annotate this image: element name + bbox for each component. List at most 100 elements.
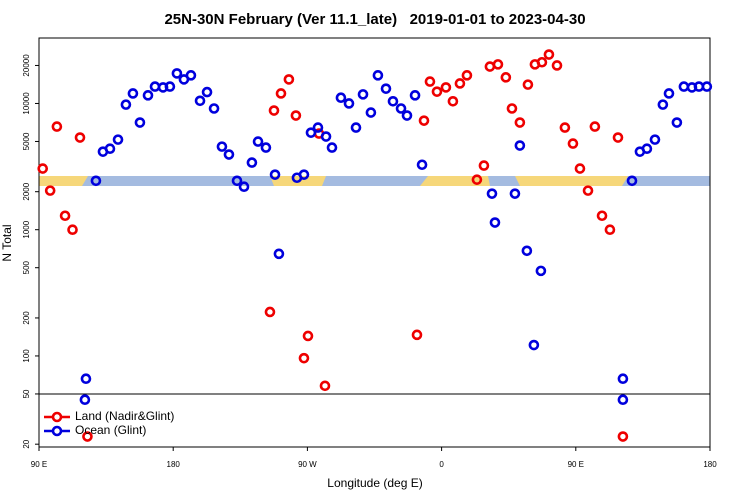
point [305, 127, 317, 138]
point [514, 140, 526, 151]
point [424, 76, 436, 87]
point [201, 86, 213, 98]
point [582, 185, 594, 196]
point [260, 142, 272, 153]
point [701, 81, 713, 92]
point [395, 103, 407, 114]
point [298, 169, 310, 180]
x-tick-label: 0 [439, 460, 444, 469]
point [671, 117, 683, 128]
point [231, 175, 243, 187]
point [486, 188, 498, 199]
point [461, 70, 473, 81]
point [596, 210, 608, 222]
y-tick-label: 5000 [22, 132, 31, 150]
point [431, 86, 443, 97]
point [252, 136, 264, 147]
point [319, 380, 331, 392]
point [663, 88, 675, 99]
point [551, 60, 563, 71]
point [216, 141, 228, 152]
point [440, 82, 452, 93]
point [559, 122, 571, 133]
point [185, 70, 197, 81]
point [447, 96, 459, 107]
y-tick-label: 100 [22, 349, 31, 363]
y-tick-label: 500 [22, 260, 31, 274]
point [617, 431, 629, 442]
point [401, 110, 413, 121]
legend-marker [51, 425, 63, 437]
point [298, 352, 310, 364]
x-axis-label: Longitude (deg E) [327, 476, 422, 490]
point [302, 330, 314, 342]
point [238, 181, 250, 193]
point [678, 81, 690, 92]
point [528, 339, 540, 351]
point [365, 107, 377, 118]
point [194, 95, 206, 107]
point [149, 81, 161, 92]
point [269, 169, 281, 180]
point [273, 248, 285, 260]
point [387, 96, 399, 107]
point [44, 185, 56, 196]
point [90, 175, 102, 187]
point [82, 431, 93, 442]
point [574, 163, 586, 174]
point [543, 49, 555, 60]
point [380, 83, 392, 94]
point [264, 306, 276, 318]
point [51, 121, 63, 132]
point [641, 143, 653, 155]
point [59, 210, 71, 222]
point [246, 157, 258, 168]
point [478, 160, 490, 171]
point [626, 175, 638, 187]
legend-marker [51, 411, 63, 423]
point [350, 122, 362, 133]
point [290, 110, 302, 121]
point [521, 245, 533, 257]
point [343, 98, 355, 109]
point [312, 122, 324, 133]
x-tick-label: 180 [167, 460, 181, 469]
y-axis-label: N Total [0, 224, 14, 261]
y-tick-label: 20 [22, 439, 31, 448]
point [589, 121, 601, 132]
point [335, 92, 347, 104]
legend-label: Ocean (Glint) [75, 423, 146, 437]
y-tick-label: 1000 [22, 220, 31, 238]
point [506, 103, 518, 114]
ocean-band [39, 176, 710, 186]
plot-frame [38, 37, 711, 448]
point [411, 329, 423, 341]
point [372, 70, 384, 81]
point [37, 163, 49, 174]
point [409, 90, 421, 101]
point [208, 103, 220, 114]
point [79, 394, 91, 406]
point [320, 131, 332, 142]
point [604, 224, 616, 236]
point [268, 105, 280, 116]
y-tick-label: 50 [22, 389, 31, 398]
x-tick-label: 180 [703, 460, 717, 469]
y-tick-label: 200 [22, 311, 31, 325]
point [492, 59, 504, 70]
point [171, 68, 183, 79]
point [74, 132, 86, 143]
point [275, 88, 287, 99]
point [80, 373, 92, 385]
x-tick-label: 90 E [568, 460, 584, 469]
point [416, 159, 428, 171]
point [134, 117, 146, 128]
point [535, 265, 547, 277]
point [617, 394, 629, 406]
point [142, 90, 154, 101]
x-tick-label: 90 E [31, 460, 47, 469]
y-tick-label: 10000 [22, 92, 31, 115]
point [67, 224, 78, 236]
point [471, 174, 483, 185]
